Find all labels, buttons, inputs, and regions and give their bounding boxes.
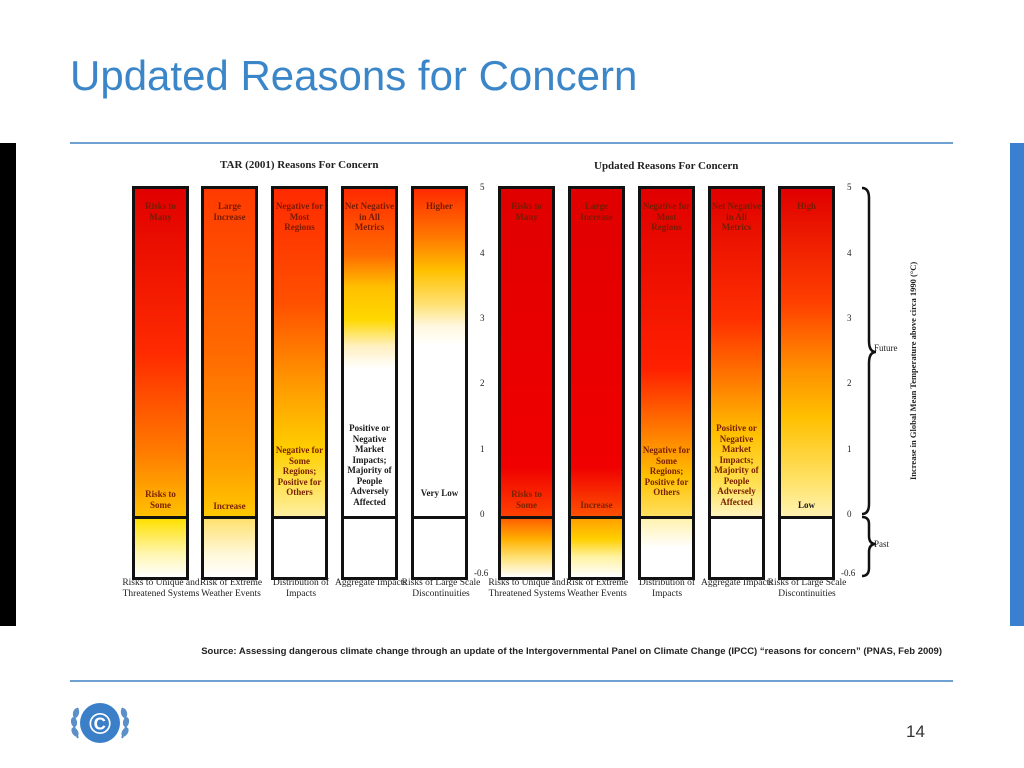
updated-column-unique-systems: Risks to Many Risks to Some [498,186,555,580]
tar-category-aggregate: Aggregate Impacts [334,578,407,588]
title-rule [70,142,953,144]
updated-discontinuities-bottom-label: Low [797,500,815,510]
tar-tick-1: 1 [480,444,485,454]
tar-distribution-top-label: Negative for Most Regions [275,201,324,232]
right-accent-bar [1010,143,1024,626]
footer-rule [70,680,953,682]
left-accent-bar [0,143,16,626]
updated-column-distribution: Negative for Most Regions Negative for S… [638,186,695,580]
updated-category-unique: Risks to Unique and Threatened Systems [488,578,566,599]
tar-tick-4: 4 [480,248,485,258]
updated-distribution-bottom-label: Negative for Some Regions; Positive for … [642,445,691,497]
updated-tick-2: 2 [847,378,852,388]
tar-column-distribution: Negative for Most Regions Negative for S… [271,186,328,580]
svg-text:©: © [89,708,111,741]
updated-aggregate-bottom-label: Positive or Negative Market Impacts; Maj… [714,423,759,507]
updated-aggregate-top-label: Net Negative in All Metrics [711,201,762,232]
tar-tick-0: 0 [480,509,485,519]
tar-category-discontinuities: Risks of Large Scale Discontinuities [401,578,481,599]
tar-unique-top-label: Risks to Many [145,201,176,222]
tar-tick-5: 5 [480,182,485,192]
updated-weather-top-label: Large Increase [580,201,613,222]
brace-icon [861,186,877,578]
updated-tick-neg: -0.6 [841,568,856,578]
updated-column-extreme-weather: Large Increase Increase [568,186,625,580]
updated-category-discontinuities: Risks of Large Scale Discontinuities [767,578,847,599]
updated-discontinuities-top-label: High [796,201,816,211]
updated-column-aggregate: Net Negative in All Metrics Positive or … [708,186,765,580]
tar-column-unique-systems: Risks to Many Risks to Some [132,186,189,580]
tar-discontinuities-bottom-label: Very Low [420,488,459,498]
tar-discontinuities-top-label: Higher [426,201,453,211]
tar-category-weather: Risk of Extreme Weather Events [199,578,263,599]
updated-tick-3: 3 [847,313,852,323]
tar-column-aggregate: Net Negative in All Metrics Positive or … [341,186,398,580]
updated-unique-top-label: Risks to Many [511,201,542,222]
updated-category-distribution: Distribution of Impacts [638,578,696,599]
page-number: 14 [906,722,925,741]
tar-tick-2: 2 [480,378,485,388]
tar-weather-top-label: Large Increase [213,201,246,222]
updated-tick-4: 4 [847,248,852,258]
updated-category-aggregate: Aggregate Impacts [700,578,773,588]
slide-title: Updated Reasons for Concern [70,52,638,99]
tar-unique-bottom-label: Risks to Some [145,489,176,510]
updated-tick-1: 1 [847,444,852,454]
tar-category-unique: Risks to Unique and Threatened Systems [122,578,200,599]
updated-tick-5: 5 [847,182,852,192]
reasons-for-concern-figure: TAR (2001) Reasons For Concern Updated R… [122,150,934,640]
tar-distribution-bottom-label: Negative for Some Regions; Positive for … [275,445,324,497]
source-caption: Source: Assessing dangerous climate chan… [201,646,942,657]
tar-column-discontinuities: Higher Very Low [411,186,468,580]
tar-column-extreme-weather: Large Increase Increase [201,186,258,580]
updated-category-weather: Risk of Extreme Weather Events [565,578,629,599]
tar-category-distribution: Distribution of Impacts [272,578,330,599]
tar-weather-bottom-label: Increase [213,501,246,511]
tar-panel-title: TAR (2001) Reasons For Concern [220,159,379,171]
updated-weather-bottom-label: Increase [580,500,613,510]
past-label: Past [874,539,890,549]
axis-title: Increase in Global Mean Temperature abov… [908,261,918,480]
tar-aggregate-bottom-label: Positive or Negative Market Impacts; Maj… [347,423,392,507]
updated-distribution-top-label: Negative for Most Regions [642,201,691,232]
tar-aggregate-top-label: Net Negative in All Metrics [344,201,395,232]
updated-column-discontinuities: High Low [778,186,835,580]
unfccc-logo: © [66,694,134,754]
updated-tick-0: 0 [847,509,852,519]
updated-unique-bottom-label: Risks to Some [511,489,542,510]
tar-tick-3: 3 [480,313,485,323]
future-label: Future [874,343,898,353]
updated-panel-title: Updated Reasons For Concern [594,160,739,172]
tar-tick-neg: -0.6 [474,568,489,578]
